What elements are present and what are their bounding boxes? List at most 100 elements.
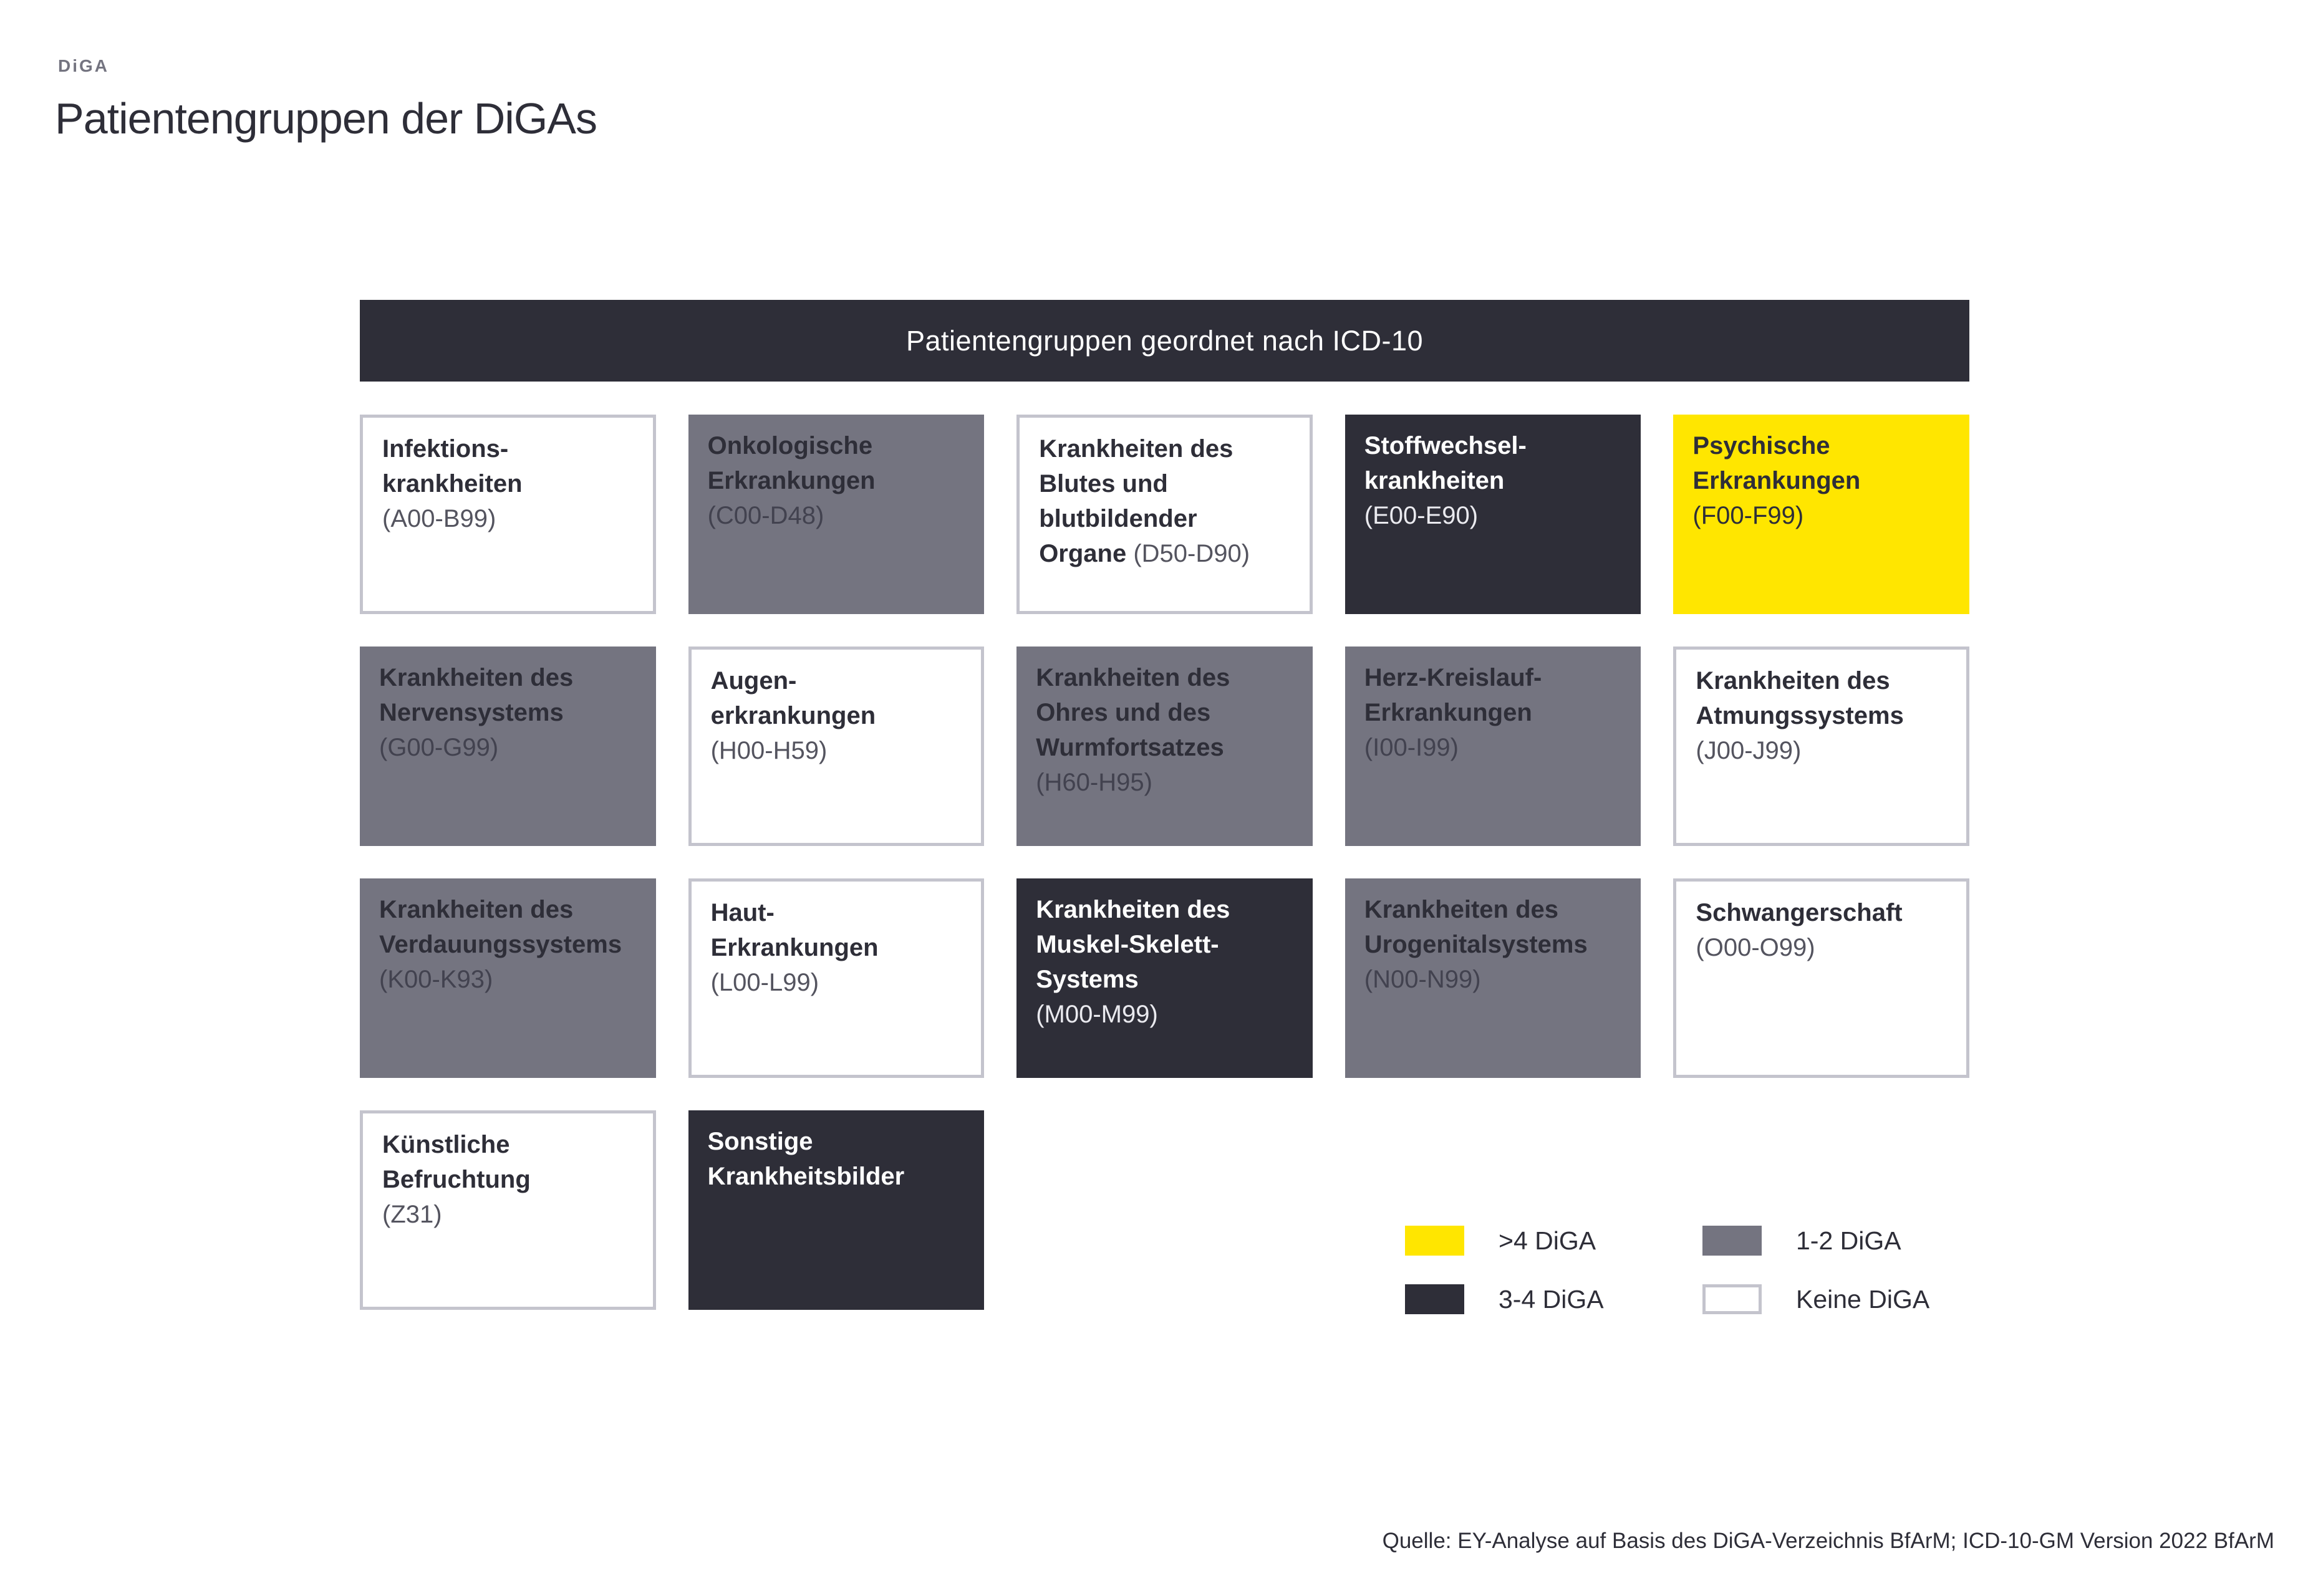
tile-title-text: Infektions- bbox=[382, 435, 509, 463]
tile-text-line: Krankheiten des bbox=[1364, 892, 1626, 927]
tile-title-text: Erkrankungen bbox=[1692, 467, 1861, 494]
tile-title-text: Ohres und des bbox=[1036, 699, 1211, 726]
legend-label-gt4-diga: >4 DiGA bbox=[1499, 1226, 1596, 1255]
tile-text-line: Wurmfortsatzes bbox=[1036, 730, 1298, 765]
tile-text-line: krankheiten bbox=[382, 466, 638, 501]
tile-text-line: Muskel-Skelett- bbox=[1036, 927, 1298, 962]
tile-text-line: Ohres und des bbox=[1036, 695, 1298, 730]
tile-title-text: erkrankungen bbox=[710, 702, 876, 729]
tile-text-line: Krankheiten des bbox=[1696, 663, 1951, 698]
legend-swatch-keine-diga bbox=[1702, 1284, 1762, 1314]
patient-group-grid: Infektions-krankheiten (A00-B99) Onkologis… bbox=[360, 415, 1969, 1310]
legend-item-keine-diga: Keine DiGA bbox=[1702, 1284, 1929, 1314]
tile-text-line: Organe (D50-D90) bbox=[1039, 536, 1295, 571]
tile-text-line: Haut- bbox=[711, 895, 967, 930]
tile-text-line: Stoffwechsel- bbox=[1364, 428, 1626, 463]
tile-text-line: Erkrankungen bbox=[1364, 695, 1626, 730]
tile-title-text: krankheiten bbox=[382, 470, 523, 498]
tile-title-text: Krankheiten des bbox=[1036, 664, 1230, 691]
legend-swatch-1-2-diga bbox=[1702, 1226, 1762, 1256]
tile-icd-code: (C00-D48) bbox=[707, 502, 824, 529]
legend-swatch-gt4-diga bbox=[1405, 1226, 1464, 1256]
legend-swatch-3-4-diga bbox=[1405, 1284, 1464, 1314]
tile-text-line: Herz-Kreislauf- bbox=[1364, 660, 1626, 695]
tile-icd-code: (H00-H59) bbox=[710, 737, 828, 764]
tile-text-line: Krankheiten des bbox=[1036, 892, 1298, 927]
tile-text-line: (N00-N99) bbox=[1364, 962, 1626, 997]
tile-title-text: Urogenitalsystems bbox=[1364, 931, 1588, 958]
legend-item-1-2-diga: 1-2 DiGA bbox=[1702, 1226, 1929, 1256]
tile-icd-code: (G00-G99) bbox=[379, 734, 499, 761]
tile-sonstige-krankheitsbilder: Sonstige Krankheitsbilder bbox=[688, 1110, 985, 1310]
tile-title-text: Sonstige bbox=[707, 1128, 813, 1155]
tile-text-line: Krankheiten des bbox=[1036, 660, 1298, 695]
tile-krankheiten-des-verdauungssystems-k00-k93: Krankheiten des Verdauungssystems (K00-K93… bbox=[360, 878, 656, 1078]
tile-title-text: Psychische bbox=[1692, 432, 1830, 459]
tile-text-line: (L00-L99) bbox=[711, 965, 967, 1000]
tile-krankheiten-des-urogenitalsystems-n00-n99: Krankheiten des Urogenitalsystems (N00-N99… bbox=[1345, 878, 1641, 1078]
page-title: Patientengruppen der DiGAs bbox=[55, 94, 597, 143]
tile-icd-code: (N00-N99) bbox=[1364, 966, 1481, 993]
tile-text-line: Schwangerschaft bbox=[1696, 895, 1951, 930]
tile-icd-code: (J00-J99) bbox=[1696, 737, 1802, 764]
tile-icd-code: (A00-B99) bbox=[382, 505, 496, 532]
tile-text-line: Krankheiten des bbox=[1039, 431, 1295, 466]
tile-text-line: Erkrankungen bbox=[1692, 463, 1954, 498]
tile-text-line: krankheiten bbox=[1364, 463, 1626, 498]
tile-icd-code: (L00-L99) bbox=[710, 969, 819, 996]
eyebrow-label: DiGA bbox=[58, 56, 109, 75]
tile-krankheiten-des-blutes-d50-d90: Krankheiten des Blutes und blutbildender Or… bbox=[1016, 415, 1313, 614]
tile-text-line: (G00-G99) bbox=[379, 730, 641, 765]
tile-text-line: Erkrankungen bbox=[711, 930, 967, 965]
tile-text-line: (J00-J99) bbox=[1696, 733, 1951, 768]
tile-text-line: (K00-K93) bbox=[379, 962, 641, 997]
tile-krankheiten-des-ohres-h60-h95: Krankheiten des Ohres und des Wurmfortsatz… bbox=[1016, 647, 1313, 846]
tile-psychische-erkrankungen-f00-f99: Psychische Erkrankungen (F00-F99) bbox=[1673, 415, 1969, 614]
tile-text-line: Infektions- bbox=[382, 431, 638, 466]
tile-text-line: Erkrankungen bbox=[708, 463, 970, 498]
tile-title-text: Krankheiten des bbox=[1696, 667, 1890, 695]
banner-label: Patientengruppen geordnet nach ICD-10 bbox=[905, 324, 1424, 357]
tile-augenerkrankungen-h00-h59: Augen-erkrankungen (H00-H59) bbox=[688, 647, 985, 846]
tile-infektionskrankheiten-a00-b99: Infektions-krankheiten (A00-B99) bbox=[360, 415, 656, 614]
tile-title-text: Krankheiten des bbox=[379, 896, 574, 923]
tile-title-text: Schwangerschaft bbox=[1696, 899, 1903, 926]
tile-text-line: Nervensystems bbox=[379, 695, 641, 730]
tile-schwangerschaft-o00-o99: Schwangerschaft (O00-O99) bbox=[1673, 878, 1969, 1078]
tile-icd-code: (D50-D90) bbox=[1133, 540, 1250, 567]
tile-title-text: Nervensystems bbox=[379, 699, 564, 726]
tile-title-text: Erkrankungen bbox=[710, 934, 879, 961]
tile-icd-code: (O00-O99) bbox=[1696, 934, 1815, 961]
tile-title-text: Blutes und bbox=[1039, 470, 1168, 498]
tile-title-text: Systems bbox=[1036, 966, 1139, 993]
tile-title-text: Stoffwechsel- bbox=[1364, 432, 1527, 459]
legend-item-gt4-diga: >4 DiGA bbox=[1405, 1226, 1702, 1256]
tile-haut-erkrankungen-l00-l99: Haut- Erkrankungen (L00-L99) bbox=[688, 878, 985, 1078]
tile-text-line: erkrankungen bbox=[711, 698, 967, 733]
tile-text-line: Blutes und bbox=[1039, 466, 1295, 501]
tile-text-line: Verdauungssystems bbox=[379, 927, 641, 962]
tile-text-line: Onkologische bbox=[708, 428, 970, 463]
tile-text-line: Krankheiten des bbox=[379, 660, 641, 695]
tile-title-text: blutbildender bbox=[1039, 505, 1197, 532]
tile-text-line: (A00-B99) bbox=[382, 501, 638, 536]
tile-title-text: Atmungssystems bbox=[1696, 702, 1904, 729]
tile-title-text: Befruchtung bbox=[382, 1166, 531, 1193]
tile-text-line: Krankheitsbilder bbox=[708, 1159, 970, 1194]
tile-text-line: Krankheiten des bbox=[379, 892, 641, 927]
tile-title-text: Künstliche bbox=[382, 1131, 510, 1158]
tile-text-line: Augen- bbox=[711, 663, 967, 698]
tile-stoffwechselkrankheiten-e00-e90: Stoffwechsel-krankheiten (E00-E90) bbox=[1345, 415, 1641, 614]
tile-title-text: Herz-Kreislauf- bbox=[1364, 664, 1542, 691]
tile-title-text: Onkologische bbox=[707, 432, 873, 459]
tile-text-line: Befruchtung bbox=[382, 1162, 638, 1197]
tile-text-line: (Z31) bbox=[382, 1197, 638, 1232]
tile-text-line: Sonstige bbox=[708, 1124, 970, 1159]
tile-text-line: (E00-E90) bbox=[1364, 498, 1626, 533]
tile-icd-code: (K00-K93) bbox=[379, 966, 493, 993]
tile-title-text: Krankheiten des bbox=[1036, 896, 1230, 923]
tile-text-line: (O00-O99) bbox=[1696, 930, 1951, 965]
tile-icd-code: (Z31) bbox=[382, 1201, 442, 1228]
source-note: Quelle: EY-Analyse auf Basis des DiGA-Ve… bbox=[1382, 1529, 2274, 1553]
